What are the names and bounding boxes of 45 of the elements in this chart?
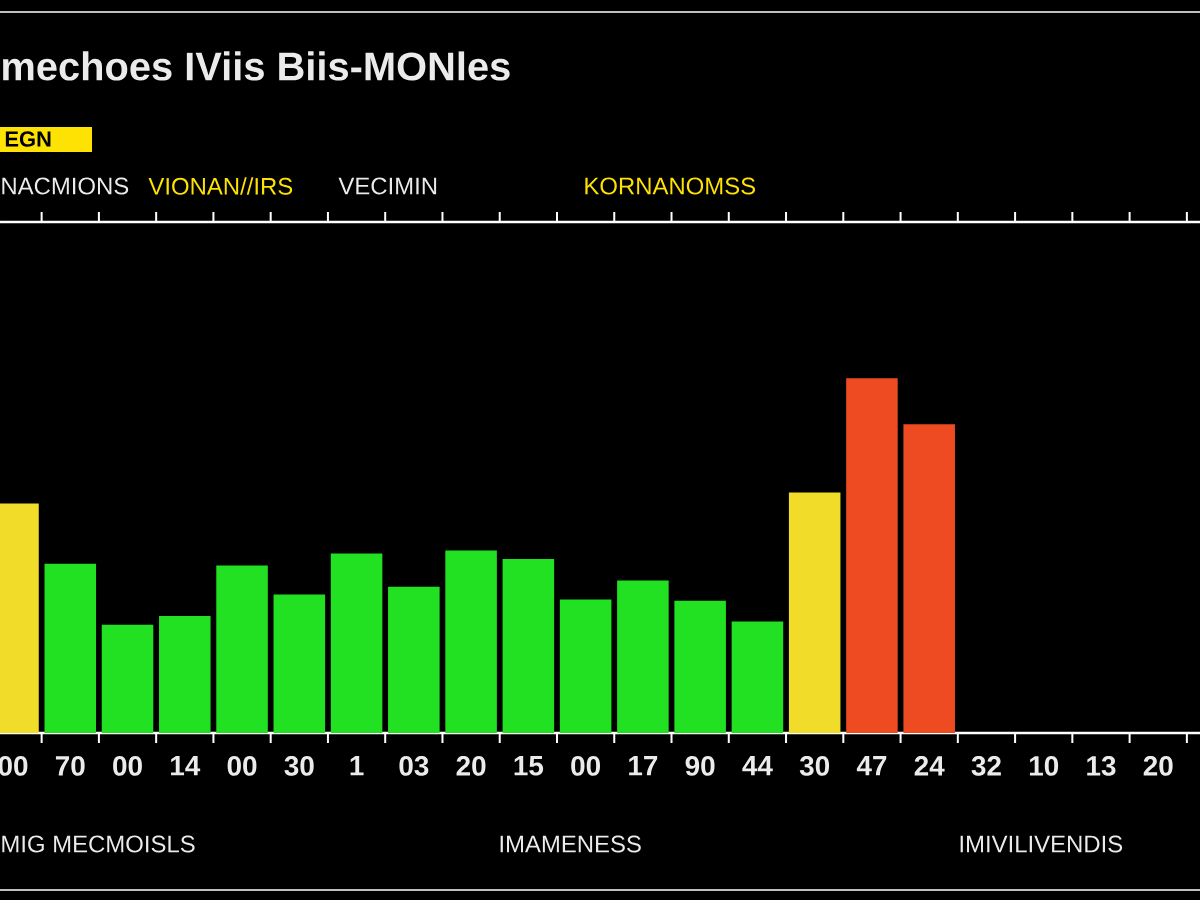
text: KORNANOMSS — [585, 177, 756, 195]
x-tick-label: 32 — [971, 756, 1001, 776]
x-tick-label: 20 — [456, 756, 486, 776]
bar — [44, 563, 97, 734]
bar — [846, 378, 898, 734]
x-tick-label: 44 — [742, 756, 773, 776]
text: NACMIONS — [2, 177, 129, 195]
chart-title: mechoes IViis Biis-MONles — [3, 51, 510, 81]
bar — [559, 599, 612, 734]
x-tick-label: 00 — [571, 756, 600, 776]
x-tick-label: 14 — [171, 756, 201, 776]
bar — [788, 492, 841, 734]
x-tick-label: 13 — [1087, 756, 1116, 776]
bar — [216, 565, 268, 734]
text: EGN — [5, 131, 51, 147]
bar — [273, 594, 326, 734]
text: VECIMIN — [338, 177, 437, 195]
bar — [101, 624, 154, 734]
text: VIONAN//IRS — [148, 177, 293, 195]
x-tick-label: 00 — [113, 756, 142, 776]
text: IMAMENESS — [500, 835, 641, 853]
x-tick-label: 24 — [914, 756, 945, 776]
x-tick-label: 70 — [55, 756, 85, 776]
x-tick-label: 15 — [514, 756, 544, 776]
bar — [388, 586, 440, 734]
bar — [617, 580, 669, 734]
bar — [445, 550, 497, 734]
x-tick-label: 1 — [350, 756, 364, 776]
x-tick-label: 90 — [685, 756, 715, 776]
bar — [159, 615, 211, 734]
bar — [731, 621, 784, 734]
x-tick-label: 00 — [227, 756, 257, 776]
bar — [674, 600, 726, 734]
text: MIG MECMOISLS — [2, 835, 195, 853]
bar — [903, 424, 955, 734]
x-tick-label: 17 — [629, 756, 658, 776]
x-tick-label: 30 — [284, 756, 314, 776]
x-tick-label: 47 — [856, 756, 887, 776]
x-tick-label: 03 — [399, 756, 429, 776]
text: IMIVILIVENDIS — [960, 835, 1123, 853]
x-tick-label: 30 — [799, 756, 830, 776]
x-tick-label: 10 — [1029, 756, 1059, 776]
x-tick-label: 20 — [1143, 756, 1173, 776]
bar — [330, 553, 383, 734]
bar — [502, 559, 555, 734]
